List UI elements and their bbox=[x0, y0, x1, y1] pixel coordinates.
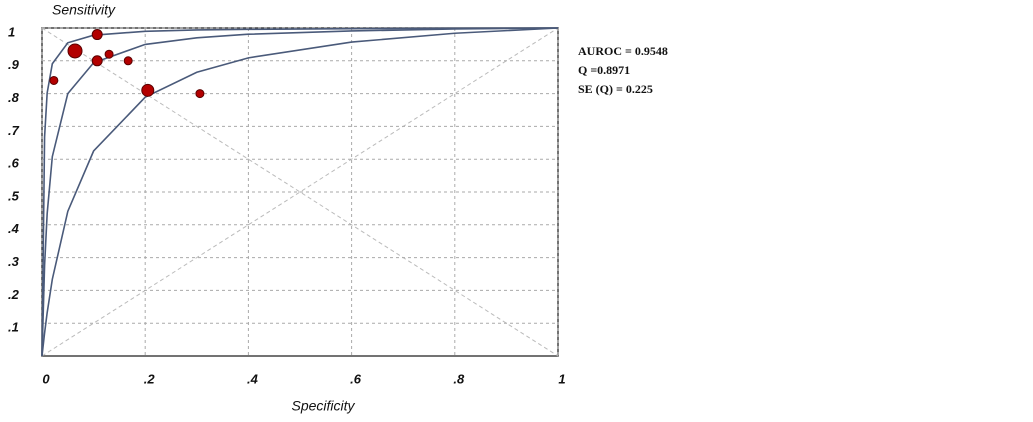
y-tick-label: .1 bbox=[8, 320, 19, 335]
study-point bbox=[91, 55, 103, 67]
x-axis-title: Specificity bbox=[291, 398, 355, 414]
diagonal bbox=[41, 27, 559, 357]
x-tick-label: 0 bbox=[42, 371, 50, 386]
annotation: Q =0.8971 bbox=[578, 63, 630, 77]
y-tick-label: .5 bbox=[8, 188, 20, 203]
annotation: SE (Q) = 0.225 bbox=[578, 82, 653, 96]
sroc-curve bbox=[41, 27, 559, 357]
y-tick-label: .3 bbox=[8, 254, 20, 269]
sroc-curve bbox=[41, 27, 559, 357]
study-point bbox=[141, 83, 155, 97]
y-tick-label: .9 bbox=[8, 57, 20, 72]
y-tick-label: 1 bbox=[8, 24, 15, 39]
study-point bbox=[104, 49, 114, 59]
study-point bbox=[195, 89, 205, 99]
x-tick-label: .8 bbox=[453, 371, 465, 386]
y-tick-label: .4 bbox=[8, 221, 20, 236]
study-point bbox=[91, 29, 103, 41]
study-point bbox=[123, 56, 133, 66]
y-axis-title: Sensitivity bbox=[52, 2, 116, 18]
diagonal bbox=[41, 27, 559, 357]
sroc-curve bbox=[41, 27, 559, 357]
x-tick-label: 1 bbox=[558, 371, 565, 386]
x-tick-label: .6 bbox=[350, 371, 362, 386]
y-tick-label: .2 bbox=[8, 287, 20, 302]
study-point bbox=[49, 75, 59, 85]
y-tick-label: .8 bbox=[8, 90, 20, 105]
x-tick-label: .2 bbox=[144, 371, 156, 386]
study-point bbox=[67, 43, 83, 59]
x-tick-label: .4 bbox=[247, 371, 259, 386]
y-tick-label: .6 bbox=[8, 156, 20, 171]
annotation: AUROC = 0.9548 bbox=[578, 44, 668, 58]
y-tick-label: .7 bbox=[8, 123, 20, 138]
